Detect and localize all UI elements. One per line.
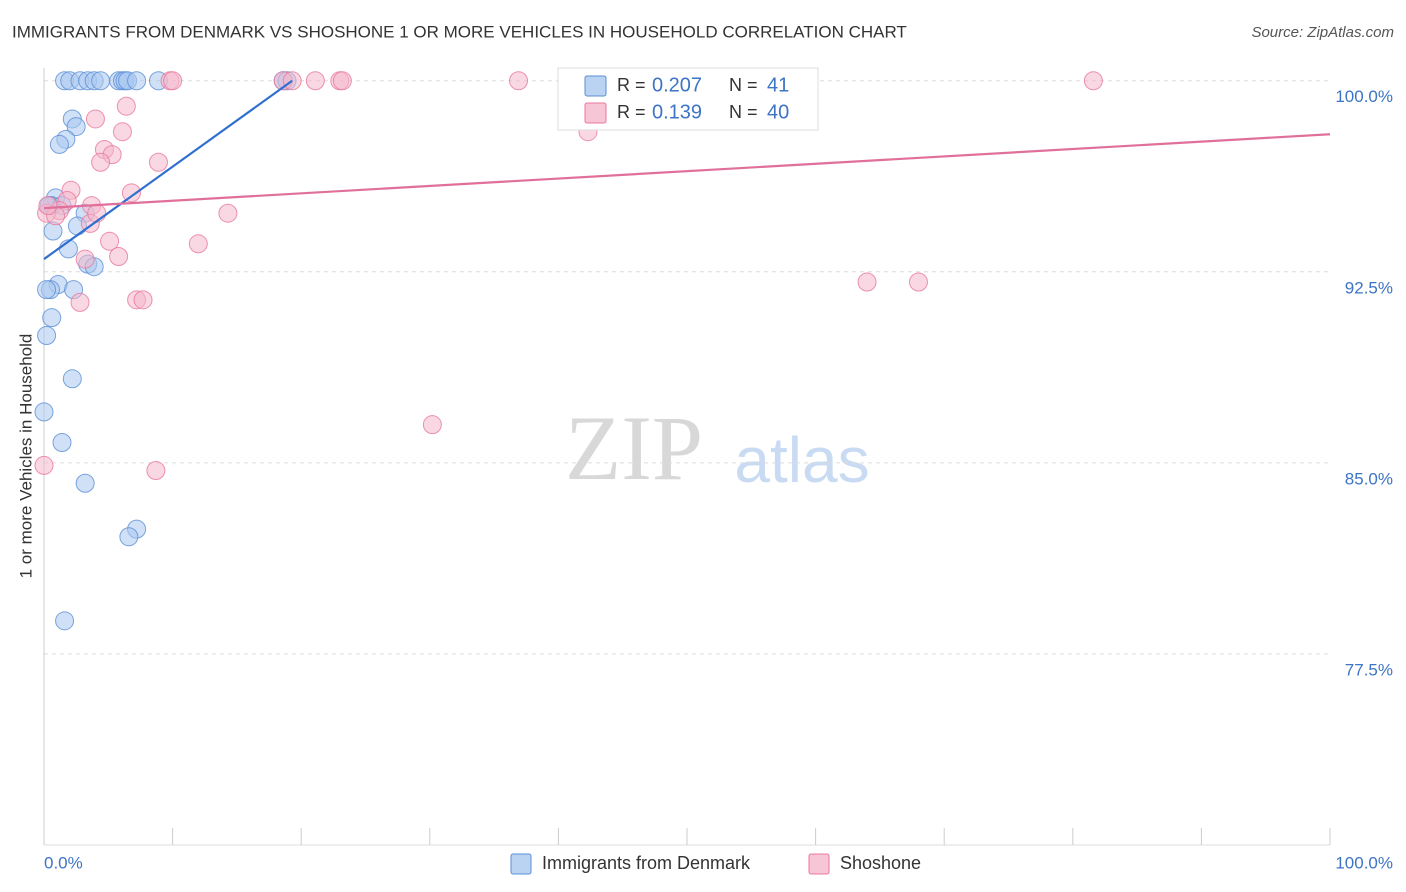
scatter-point — [37, 325, 57, 345]
scatter-point — [163, 71, 183, 91]
scatter-point — [148, 152, 168, 172]
legend-swatch — [808, 853, 830, 875]
y-axis-label: 1 or more Vehicles in Household — [16, 334, 35, 579]
scatter-point — [91, 71, 111, 91]
y-tick-label: 85.0% — [1345, 469, 1393, 488]
scatter-point — [121, 183, 141, 203]
legend-label: Shoshone — [840, 853, 921, 873]
scatter-point — [305, 71, 325, 91]
scatter-point — [91, 152, 111, 172]
scatter-point — [188, 234, 208, 254]
scatter-point — [42, 308, 62, 328]
scatter-point — [55, 611, 75, 631]
stat-label: R = — [617, 102, 646, 122]
scatter-point — [49, 134, 69, 154]
scatter-point — [75, 249, 95, 269]
source: Source: ZipAtlas.com — [1251, 24, 1394, 41]
scatter-point — [112, 122, 132, 142]
scatter-point — [218, 203, 238, 223]
scatter-point — [146, 461, 166, 481]
r-value: 0.207 — [652, 74, 702, 96]
x-tick-label: 100.0% — [1335, 853, 1393, 872]
scatter-point — [119, 527, 139, 547]
scatter-point — [34, 402, 54, 422]
legend-swatch — [584, 75, 607, 97]
r-value: 0.139 — [652, 101, 702, 123]
watermark: atlas — [734, 424, 869, 496]
scatter-point — [133, 290, 153, 310]
scatter-point — [34, 455, 54, 475]
stat-label: R = — [617, 75, 646, 95]
scatter-point — [109, 247, 129, 267]
scatter-point — [75, 473, 95, 493]
scatter-point — [85, 109, 105, 129]
stat-label: N = — [729, 102, 758, 122]
x-tick-label: 0.0% — [44, 853, 83, 872]
trend-line — [43, 133, 1331, 210]
y-tick-label: 77.5% — [1345, 660, 1393, 679]
scatter-point — [38, 196, 58, 216]
legend-swatch — [510, 853, 532, 875]
scatter-point — [70, 292, 90, 312]
scatter-point — [332, 71, 352, 91]
scatter-point — [87, 203, 107, 223]
n-value: 41 — [767, 74, 789, 96]
scatter-point — [116, 96, 136, 116]
trend-line — [43, 79, 293, 260]
chart-title: IMMIGRANTS FROM DENMARK VS SHOSHONE 1 OR… — [12, 22, 907, 41]
scatter-point — [127, 71, 147, 91]
y-tick-label: 92.5% — [1345, 278, 1393, 297]
y-tick-label: 100.0% — [1335, 87, 1393, 106]
scatter-point — [509, 71, 529, 91]
scatter-point — [908, 272, 928, 292]
scatter-point — [62, 369, 82, 389]
scatter-point — [66, 117, 86, 137]
scatter-point — [100, 231, 120, 251]
legend-swatch — [584, 102, 607, 124]
legend-label: Immigrants from Denmark — [542, 853, 751, 873]
stat-label: N = — [729, 75, 758, 95]
scatter-point — [857, 272, 877, 292]
n-value: 40 — [767, 101, 789, 123]
scatter-point — [1083, 71, 1103, 91]
scatter-point — [37, 280, 57, 300]
scatter-point — [52, 432, 72, 452]
watermark: ZIP — [565, 397, 703, 499]
scatter-point — [422, 415, 442, 435]
